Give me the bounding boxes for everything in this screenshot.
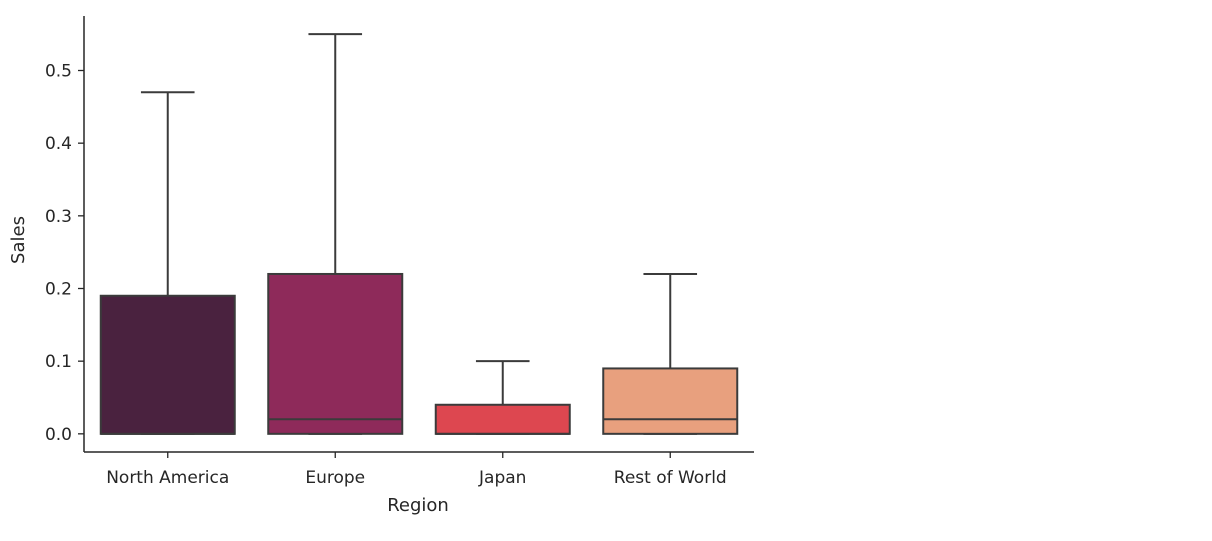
y-tick-label: 0.5	[45, 62, 72, 82]
y-tick-label: 0.0	[45, 425, 72, 445]
box-iqr	[434, 403, 571, 435]
x-tick-label: Japan	[478, 468, 526, 488]
box-iqr	[602, 367, 739, 435]
y-tick-label: 0.4	[45, 134, 72, 154]
y-tick-label: 0.1	[45, 352, 72, 372]
x-tick-label: Rest of World	[614, 468, 727, 488]
x-tick-label: North America	[106, 468, 229, 488]
box-group	[267, 33, 404, 435]
y-axis-label: Sales	[8, 216, 29, 264]
box-iqr	[99, 294, 236, 435]
boxes	[99, 33, 739, 435]
x-tick-label: Europe	[305, 468, 365, 488]
box-group	[434, 360, 571, 435]
box-iqr	[267, 272, 404, 435]
box-group	[99, 91, 236, 435]
y-tick-label: 0.3	[45, 207, 72, 227]
axes	[83, 16, 754, 453]
ticks: 0.0 0.1 0.2 0.3 0.4 0.5 North America Europe Jap…	[45, 62, 727, 489]
x-axis-label: Region	[387, 495, 449, 516]
y-tick-label: 0.2	[45, 280, 72, 300]
box-group	[602, 272, 739, 435]
